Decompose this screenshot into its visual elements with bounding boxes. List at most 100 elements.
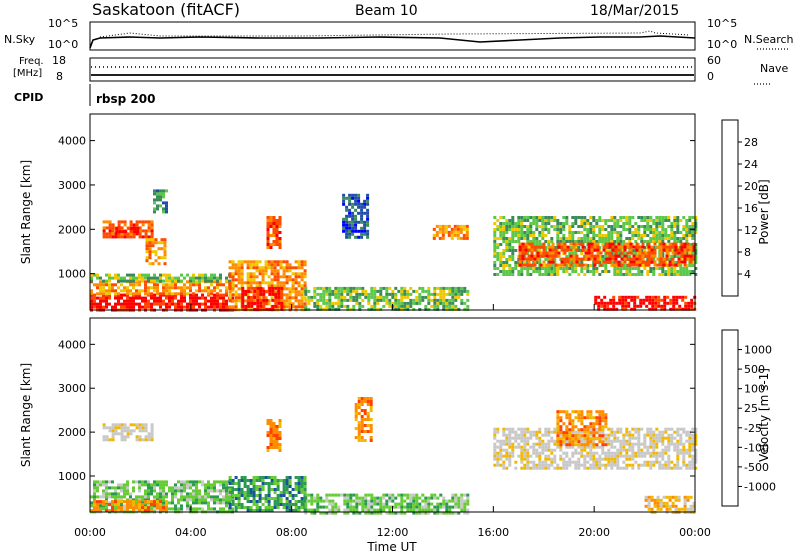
velocity-echo-cell bbox=[526, 448, 530, 452]
velocity-echo-cell bbox=[403, 511, 407, 515]
velocity-echo-cell bbox=[463, 493, 467, 497]
power-echo-cell bbox=[618, 298, 622, 302]
power-echo-cell bbox=[493, 216, 497, 219]
velocity-echo-cell bbox=[138, 483, 141, 487]
velocity-echo-cell bbox=[526, 427, 530, 431]
velocity-echo-cell bbox=[201, 498, 204, 502]
power-echo-cell bbox=[548, 245, 552, 249]
power-echo-cell bbox=[675, 307, 679, 311]
power-echo-cell bbox=[272, 225, 276, 228]
power-echo-cell bbox=[451, 298, 455, 302]
power-echo-cell bbox=[266, 216, 270, 219]
velocity-echo-cell bbox=[637, 454, 641, 458]
velocity-echo-cell bbox=[258, 497, 262, 500]
velocity-echo-cell bbox=[679, 451, 683, 455]
power-echo-cell bbox=[687, 301, 691, 305]
power-echo-cell bbox=[247, 289, 251, 293]
power-echo-cell bbox=[225, 292, 228, 296]
velocity-echo-cell bbox=[409, 493, 413, 497]
power-echo-cell bbox=[156, 296, 159, 300]
velocity-echo-cell bbox=[577, 419, 581, 423]
velocity-echo-cell bbox=[99, 495, 102, 499]
power-echo-cell bbox=[129, 232, 133, 236]
velocity-echo-cell bbox=[370, 505, 374, 509]
power-echo-cell bbox=[618, 301, 622, 305]
velocity-echo-cell bbox=[276, 479, 280, 482]
power-echo-cell bbox=[246, 260, 250, 264]
power-echo-cell bbox=[189, 289, 192, 293]
power-echo-cell bbox=[348, 223, 352, 227]
velocity-echo-cell bbox=[147, 492, 150, 496]
power-echo-cell bbox=[634, 240, 638, 243]
velocity-echo-cell bbox=[255, 506, 259, 509]
power-echo-cell bbox=[256, 292, 260, 296]
power-echo-cell bbox=[526, 246, 530, 249]
power-echo-cell bbox=[442, 286, 446, 290]
velocity-echo-cell bbox=[634, 451, 638, 455]
velocity-echo-cell bbox=[688, 442, 692, 446]
power-echo-cell bbox=[273, 260, 277, 264]
velocity-echo-cell bbox=[571, 451, 575, 455]
velocity-echo-cell bbox=[171, 489, 174, 493]
velocity-echo-cell bbox=[541, 463, 545, 467]
power-echo-cell bbox=[138, 226, 142, 230]
power-echo-cell bbox=[120, 296, 123, 300]
velocity-echo-cell bbox=[652, 445, 656, 449]
power-echo-cell bbox=[553, 267, 557, 270]
velocity-echo-cell bbox=[439, 505, 443, 509]
power-echo-cell bbox=[607, 237, 611, 240]
power-echo-cell bbox=[277, 289, 281, 293]
power-echo-cell bbox=[445, 286, 449, 290]
power-echo-cell bbox=[568, 234, 572, 237]
power-echo-cell bbox=[665, 263, 669, 267]
velocity-echo-cell bbox=[568, 431, 572, 435]
power-echo-cell bbox=[643, 231, 647, 234]
velocity-echo-cell bbox=[168, 507, 171, 511]
power-echo-cell bbox=[587, 245, 591, 249]
velocity-echo-cell bbox=[511, 436, 515, 440]
power-echo-cell bbox=[651, 295, 655, 299]
velocity-echo-cell bbox=[694, 439, 698, 443]
velocity-echo-cell bbox=[589, 454, 593, 458]
velocity-echo-cell bbox=[147, 498, 150, 502]
velocity-echo-cell bbox=[628, 448, 632, 452]
velocity-echo-cell bbox=[310, 496, 314, 500]
power-echo-cell bbox=[611, 245, 615, 249]
velocity-echo-cell bbox=[460, 493, 464, 497]
y-tick-label: 1000 bbox=[58, 268, 86, 281]
velocity-echo-cell bbox=[144, 483, 147, 487]
power-echo-cell bbox=[345, 205, 349, 209]
velocity-echo-cell bbox=[529, 466, 533, 470]
velocity-echo-cell bbox=[357, 421, 361, 424]
velocity-echo-cell bbox=[252, 497, 256, 500]
power-echo-cell bbox=[177, 292, 180, 296]
velocity-echo-cell bbox=[559, 433, 563, 437]
power-echo-cell bbox=[192, 279, 195, 283]
power-echo-cell bbox=[505, 237, 509, 240]
power-echo-cell bbox=[439, 298, 443, 302]
velocity-echo-cell bbox=[559, 445, 563, 449]
power-echo-cell bbox=[647, 242, 651, 246]
velocity-echo-cell bbox=[138, 500, 141, 504]
power-echo-cell bbox=[456, 236, 460, 240]
power-echo-cell bbox=[246, 266, 250, 270]
velocity-echo-cell bbox=[523, 451, 527, 455]
velocity-echo-cell bbox=[520, 430, 524, 434]
velocity-echo-cell bbox=[123, 438, 127, 442]
velocity-echo-cell bbox=[141, 480, 144, 484]
power-echo-cell bbox=[595, 219, 599, 222]
power-echo-cell bbox=[174, 276, 177, 280]
velocity-echo-cell bbox=[132, 480, 135, 484]
power-echo-cell bbox=[180, 273, 183, 277]
power-echo-cell bbox=[523, 219, 527, 222]
power-echo-cell bbox=[361, 289, 365, 293]
velocity-echo-cell bbox=[679, 442, 683, 446]
velocity-echo-cell bbox=[272, 446, 276, 449]
power-echo-cell bbox=[439, 301, 443, 305]
velocity-echo-cell bbox=[421, 508, 425, 512]
velocity-echo-cell bbox=[598, 430, 602, 434]
power-echo-cell bbox=[647, 245, 651, 249]
power-echo-cell bbox=[643, 267, 647, 270]
power-echo-cell bbox=[228, 305, 232, 309]
power-echo-cell bbox=[538, 234, 542, 237]
